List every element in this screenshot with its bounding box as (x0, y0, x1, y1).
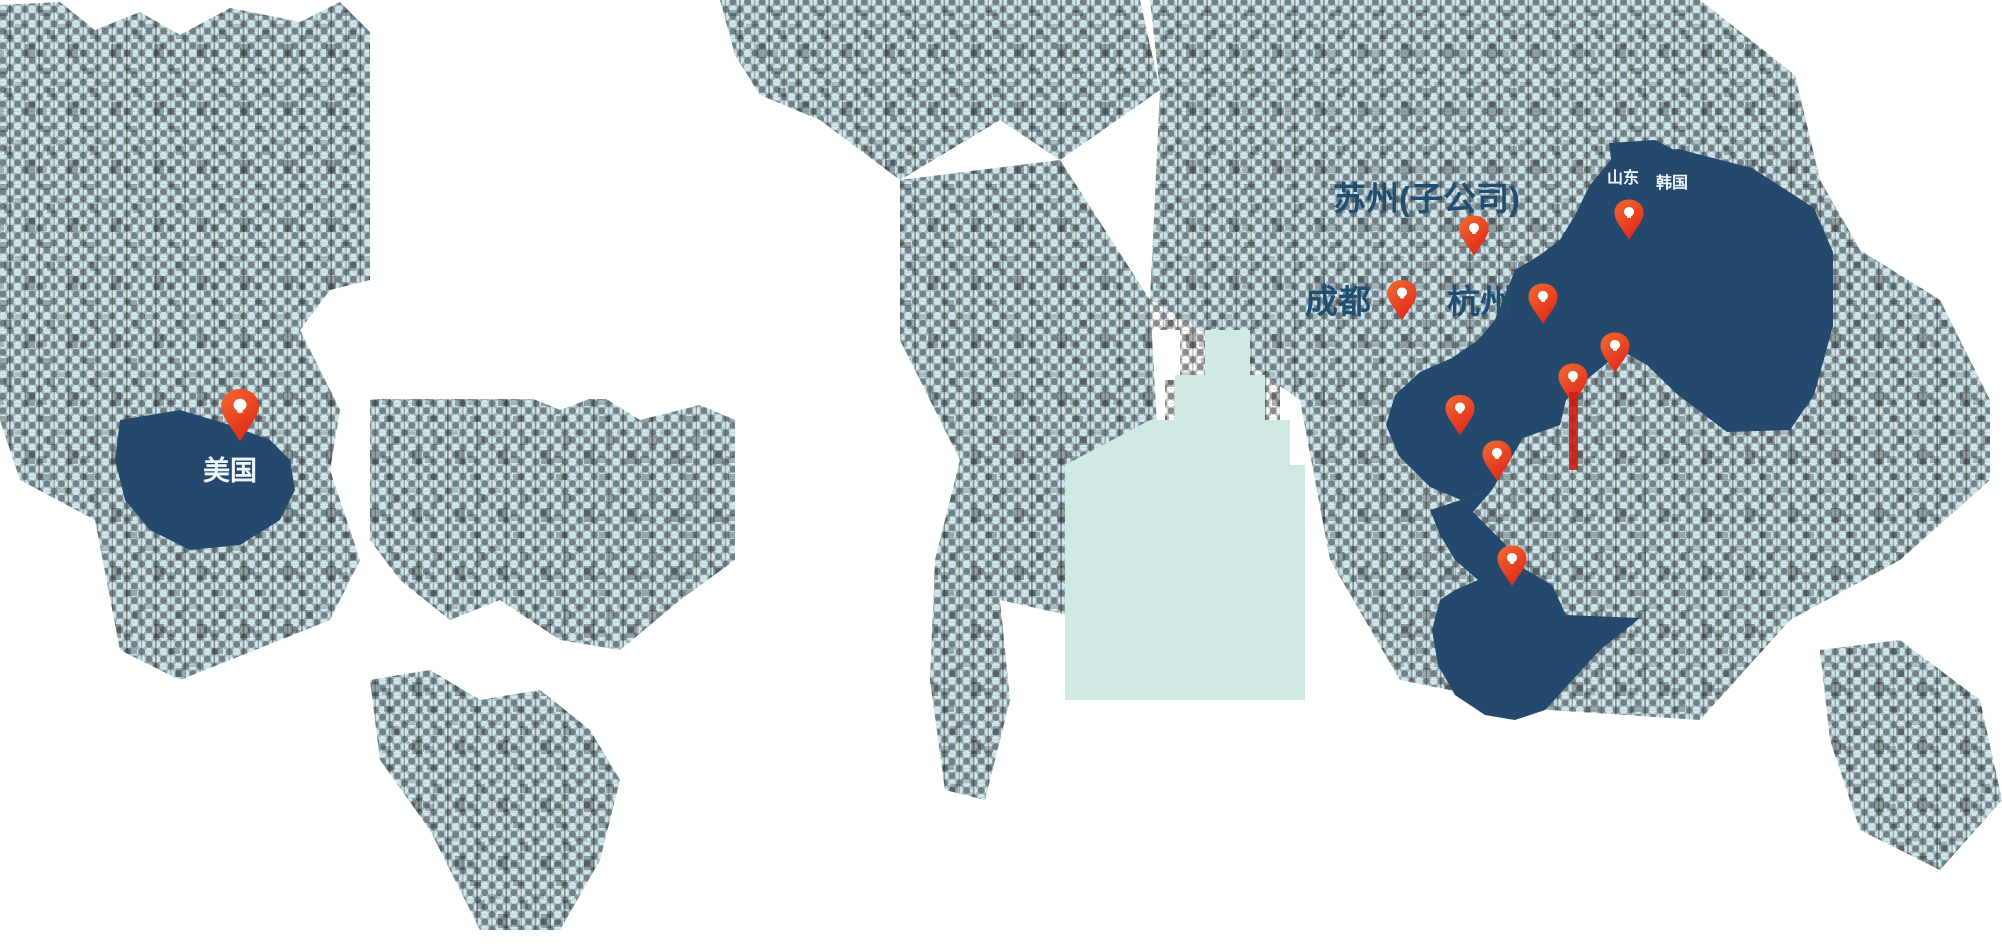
svg-text:成都: 成都 (1305, 283, 1371, 320)
svg-text:韩国: 韩国 (1656, 173, 1688, 192)
svg-text:山东: 山东 (1607, 168, 1639, 187)
svg-text:美国: 美国 (203, 455, 257, 486)
svg-text:苏州(子公司): 苏州(子公司) (1333, 180, 1520, 217)
svg-text:杭州: 杭州 (1447, 283, 1513, 320)
